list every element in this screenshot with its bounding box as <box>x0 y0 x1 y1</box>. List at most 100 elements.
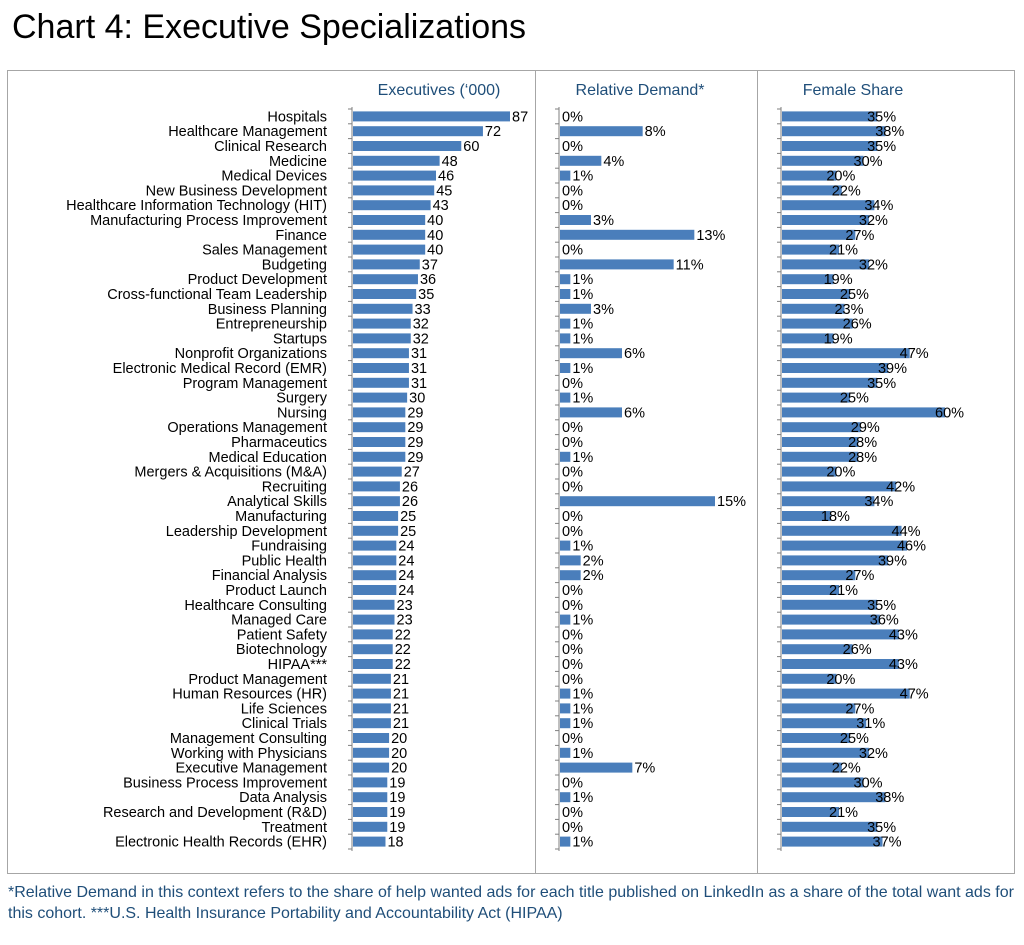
data-label: 11% <box>676 257 704 273</box>
category-label: Program Management <box>183 376 327 392</box>
category-label: Human Resources (HR) <box>172 687 327 703</box>
series-header: Relative Demand* <box>576 82 705 99</box>
data-label: 26% <box>843 317 872 333</box>
data-label: 35% <box>867 139 896 155</box>
bar <box>353 377 409 388</box>
bar <box>560 688 571 699</box>
bar <box>353 614 395 625</box>
bar <box>560 126 643 137</box>
data-label: 0% <box>562 420 583 436</box>
data-label: 0% <box>562 524 583 540</box>
bar <box>782 303 845 314</box>
category-label: Startups <box>273 331 327 347</box>
bar <box>782 703 856 714</box>
bar <box>353 422 406 433</box>
category-label: Leadership Development <box>166 524 327 540</box>
data-label: 23 <box>397 613 413 629</box>
data-label: 40 <box>427 213 443 229</box>
data-label: 29 <box>407 405 423 421</box>
data-label: 27% <box>845 568 874 584</box>
bar <box>782 614 880 625</box>
data-label: 32 <box>413 317 429 333</box>
data-label: 0% <box>562 139 583 155</box>
data-label: 0% <box>562 198 583 214</box>
bar <box>782 718 867 729</box>
category-label: Hospitals <box>267 109 327 125</box>
category-label: Mergers & Acquisitions (M&A) <box>134 465 327 481</box>
bar <box>353 762 390 773</box>
data-label: 20 <box>391 761 407 777</box>
bar <box>782 289 850 299</box>
data-label: 0% <box>562 805 583 821</box>
category-label: Clinical Research <box>214 139 327 155</box>
data-label: 32 <box>413 331 429 347</box>
bar <box>782 155 864 166</box>
category-label: Budgeting <box>262 257 327 273</box>
bar <box>353 155 440 166</box>
bar <box>353 170 437 181</box>
data-label: 29% <box>851 420 880 436</box>
data-label: 0% <box>562 820 583 836</box>
data-label: 1% <box>572 613 593 629</box>
data-label: 44% <box>892 524 921 540</box>
data-label: 18 <box>387 835 403 851</box>
category-label: Nonprofit Organizations <box>175 346 327 362</box>
category-label: Working with Physicians <box>171 746 327 762</box>
category-label: Recruiting <box>262 479 327 495</box>
bar <box>560 496 715 507</box>
bar <box>560 289 571 299</box>
data-label: 6% <box>624 405 645 421</box>
category-label: Analytical Skills <box>227 494 327 510</box>
category-label: Sales Management <box>202 243 327 259</box>
category-label: Product Development <box>188 272 327 288</box>
data-label: 25% <box>840 287 869 303</box>
data-label: 0% <box>562 509 583 525</box>
chart-frame <box>7 70 1015 874</box>
category-label: Treatment <box>261 820 327 836</box>
bar <box>353 792 388 803</box>
data-label: 26 <box>402 479 418 495</box>
bar <box>353 673 391 684</box>
data-label: 36 <box>420 272 436 288</box>
data-label: 36% <box>870 613 899 629</box>
category-label: Business Planning <box>208 302 327 318</box>
data-label: 31% <box>856 716 885 732</box>
data-label: 1% <box>572 450 593 466</box>
bar <box>560 614 571 625</box>
data-label: 0% <box>562 583 583 599</box>
bar <box>353 525 399 536</box>
bar <box>560 348 622 359</box>
data-label: 47% <box>900 346 929 362</box>
bar <box>353 348 409 359</box>
data-label: 21 <box>393 716 409 732</box>
bar <box>560 333 571 344</box>
bar <box>782 747 869 758</box>
data-label: 25 <box>400 509 416 525</box>
data-label: 0% <box>562 598 583 614</box>
bar <box>782 437 859 447</box>
bar <box>782 348 910 359</box>
data-label: 1% <box>572 539 593 555</box>
data-label: 25 <box>400 524 416 540</box>
data-label: 3% <box>593 213 614 229</box>
bar <box>782 762 842 773</box>
category-label: Finance <box>275 228 327 244</box>
data-label: 40 <box>427 243 443 259</box>
data-label: 1% <box>572 746 593 762</box>
category-label: Data Analysis <box>239 790 327 806</box>
data-label: 27% <box>845 701 874 717</box>
bar <box>782 185 842 196</box>
bar <box>560 407 622 418</box>
category-label: Operations Management <box>167 420 327 436</box>
data-label: 2% <box>583 568 604 584</box>
bar <box>353 718 391 729</box>
data-label: 20 <box>391 746 407 762</box>
bar <box>560 570 581 581</box>
data-label: 19% <box>824 331 853 347</box>
category-label: Healthcare Management <box>168 124 327 140</box>
bar <box>353 821 388 832</box>
data-label: 22% <box>832 761 861 777</box>
category-label: Electronic Health Records (EHR) <box>115 835 327 851</box>
data-label: 0% <box>562 109 583 125</box>
